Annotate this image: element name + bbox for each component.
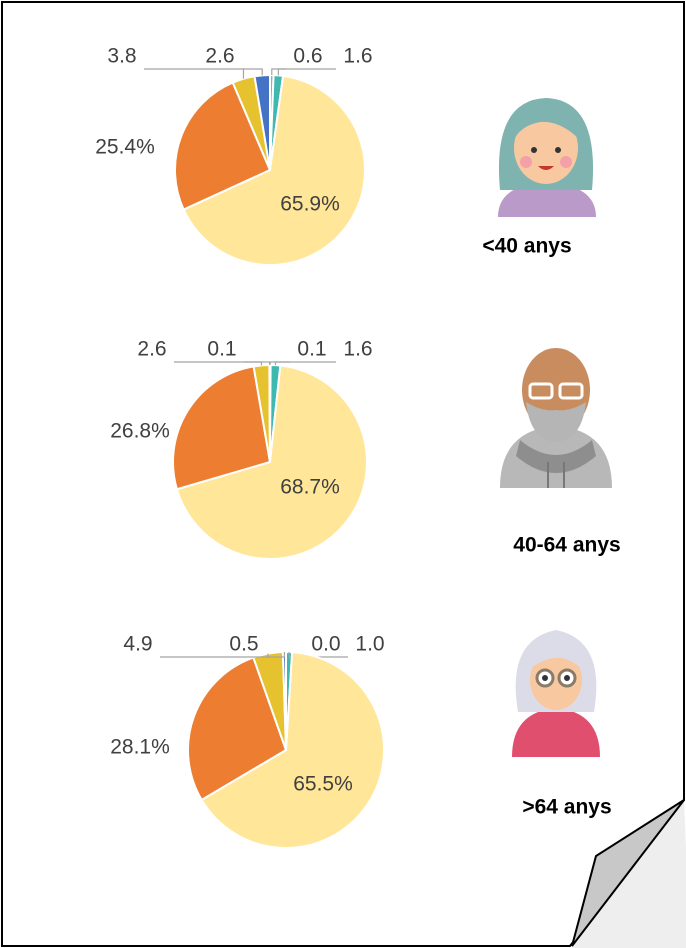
slice-label: 65.9% — [280, 193, 340, 216]
pie-slice — [269, 365, 270, 462]
slice-label: 0.1 — [207, 338, 236, 361]
slice-label: 0.5 — [229, 633, 258, 656]
slice-label: 1.6 — [343, 338, 372, 361]
page: <40 anys 40-64 anys >64 anys 0.6 1.6 65.9%… — [0, 0, 686, 948]
age-label: <40 anys — [482, 235, 571, 258]
slice-label: 25.4% — [95, 136, 155, 159]
slice-label: 28.1% — [110, 736, 170, 759]
slice-label: 2.6 — [205, 45, 234, 68]
slice-label: 1.0 — [355, 633, 384, 656]
age-label: 40-64 anys — [513, 534, 620, 557]
slice-label: 0.0 — [311, 633, 340, 656]
slice-label: 0.6 — [293, 45, 322, 68]
slice-label: 3.8 — [107, 45, 136, 68]
slice-label: 1.6 — [343, 45, 372, 68]
avatar-old — [512, 630, 600, 757]
age-label: >64 anys — [522, 796, 611, 819]
slice-label: 2.6 — [137, 338, 166, 361]
slice-label: 0.1 — [297, 338, 326, 361]
slice-label: 26.8% — [110, 420, 170, 443]
slice-label: 4.9 — [123, 633, 152, 656]
slice-label: 65.5% — [293, 773, 353, 796]
slice-label: 68.7% — [280, 476, 340, 499]
